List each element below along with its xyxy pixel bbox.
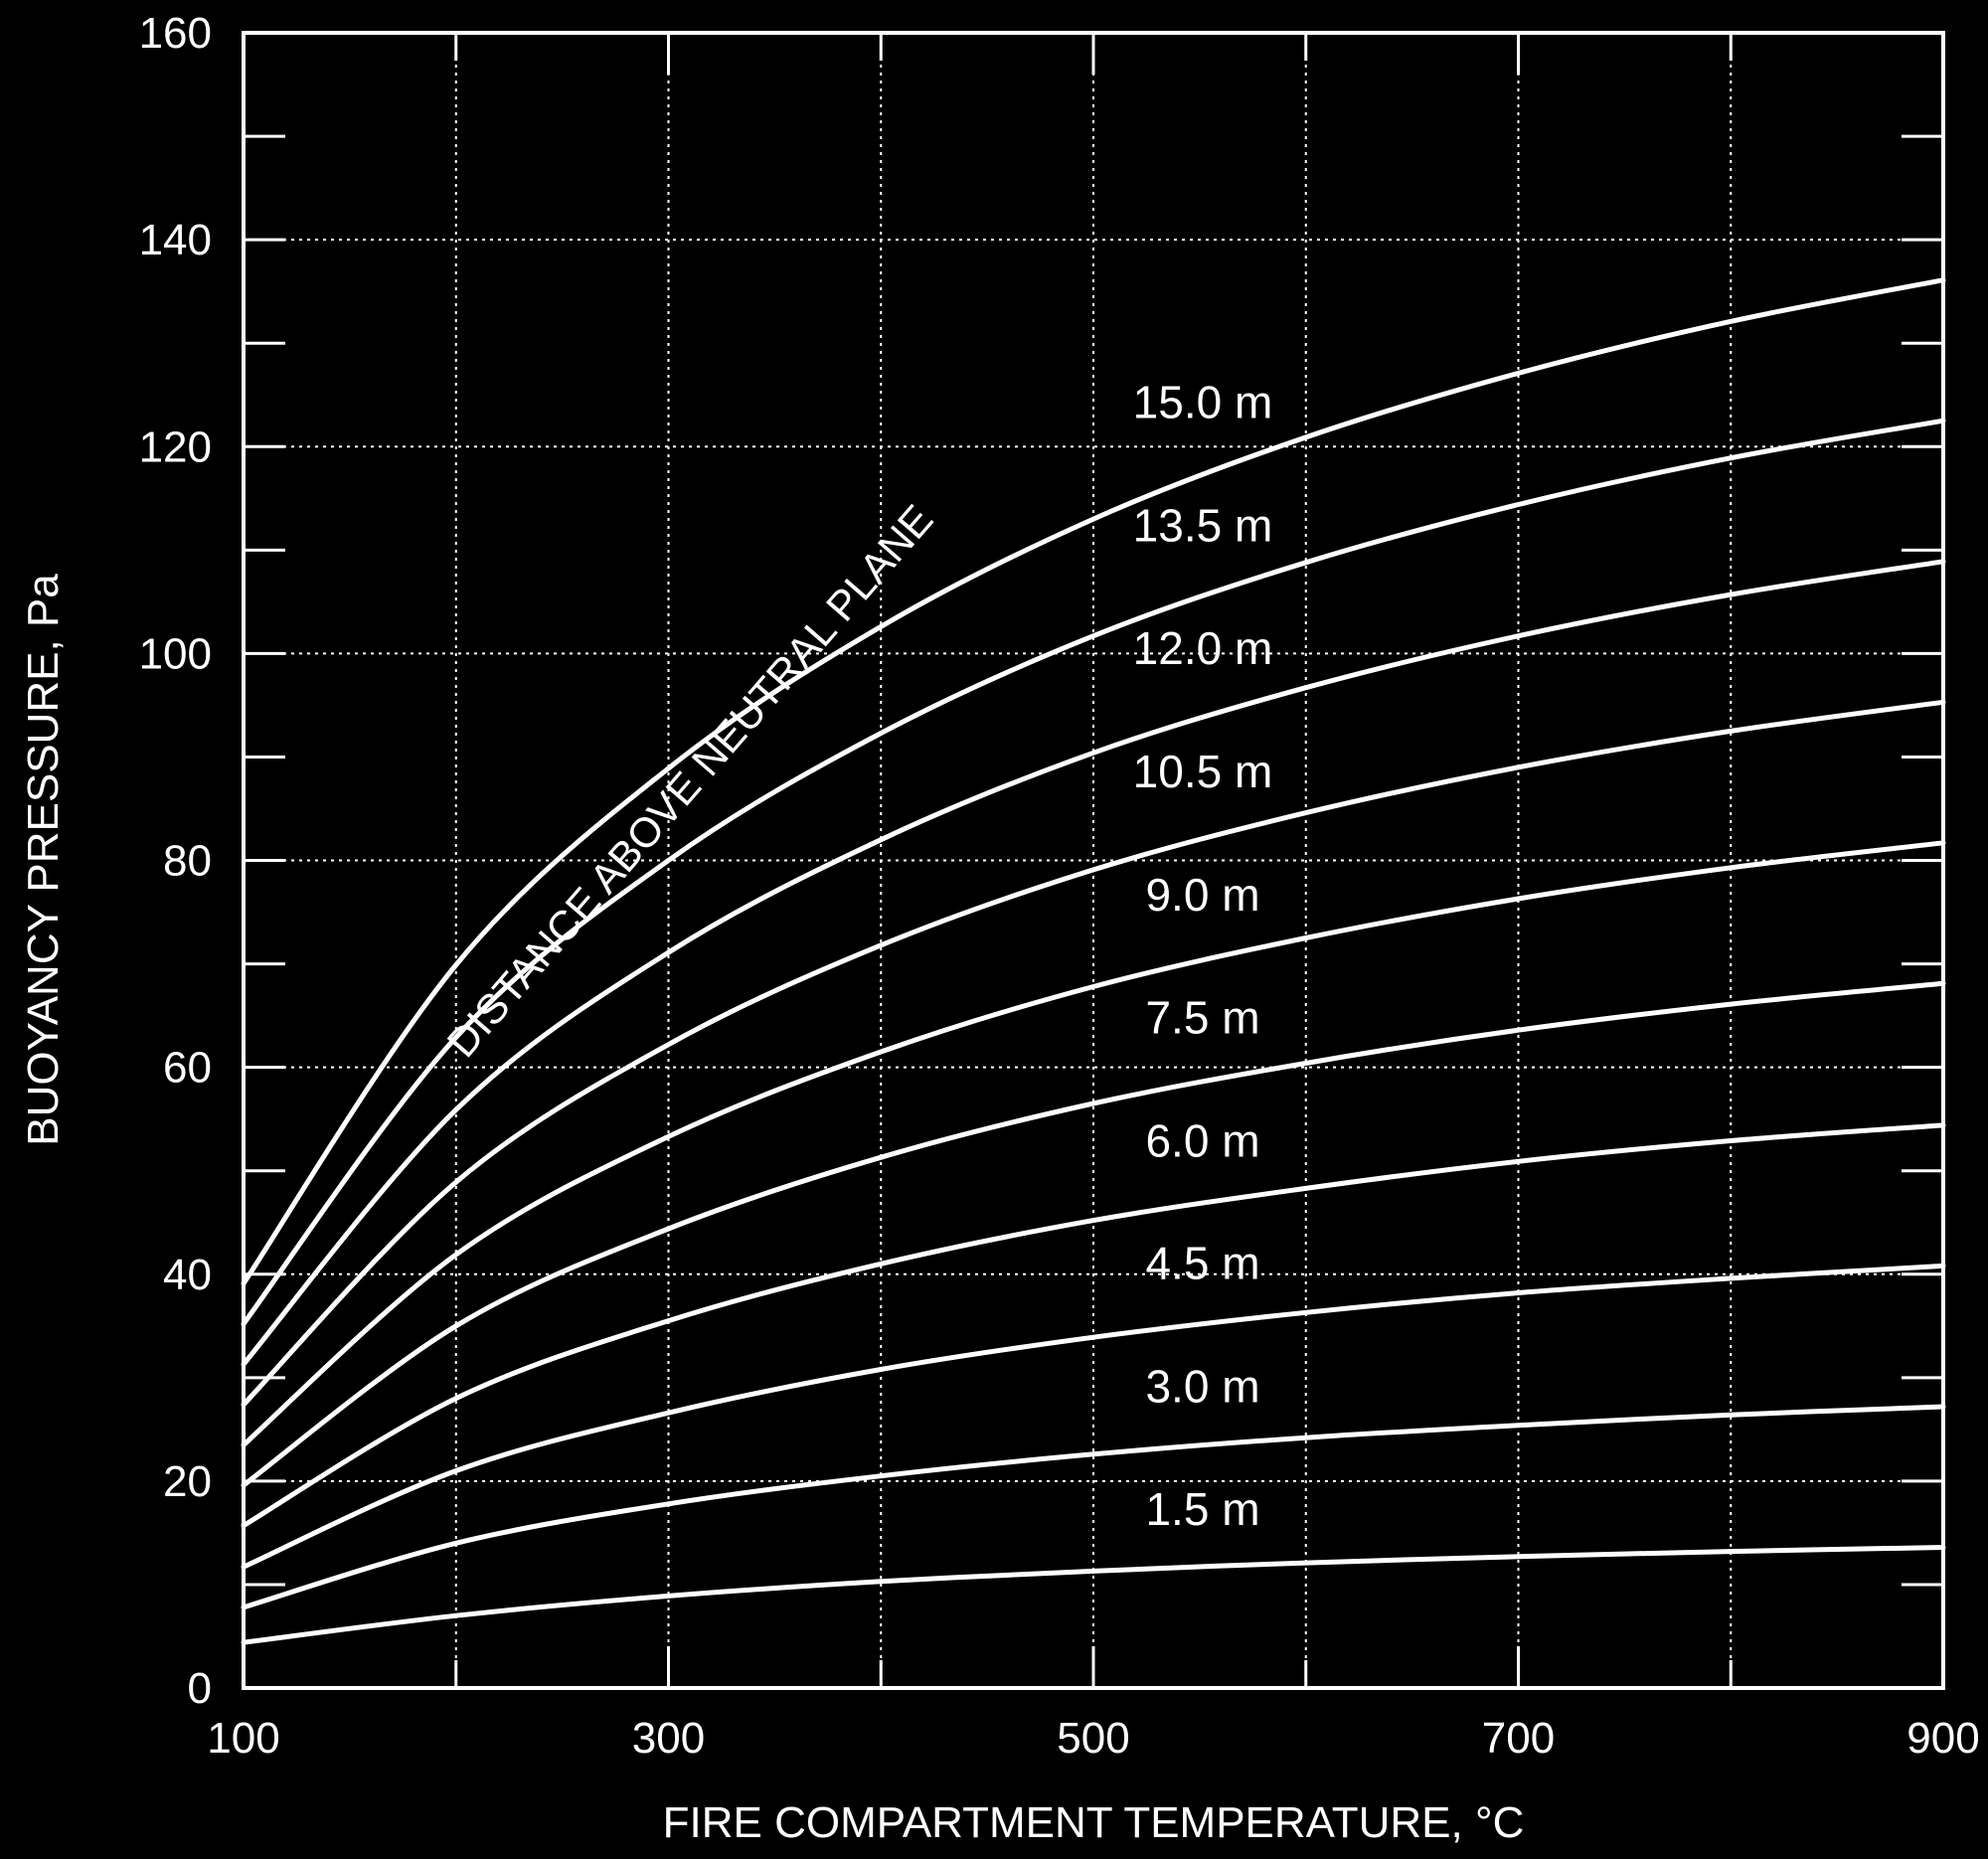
curve-labels: 1.5 m 3.0 m 4.5 m 6.0 m 7.5 m 9.0 m 10.5 m 12.0… [1133, 376, 1273, 1535]
curve-label-6-0m: 6.0 m [1145, 1114, 1259, 1166]
y-tick-label: 0 [188, 1664, 212, 1713]
y-tick-labels: 0 20 40 60 80 100 120 140 160 [139, 9, 212, 1713]
curve-label-9-0m: 9.0 m [1145, 869, 1259, 921]
y-tick-label: 80 [163, 837, 212, 886]
series-line-1-5m [241, 1545, 1946, 1645]
series-line-9-0m [241, 840, 1946, 1447]
y-tick-label: 60 [163, 1044, 212, 1093]
x-tick-label: 100 [207, 1714, 279, 1763]
series-line-10-5m [241, 699, 1946, 1408]
x-tick-labels: 100 300 500 700 900 [207, 1714, 1979, 1763]
y-tick-label: 120 [139, 422, 212, 471]
x-tick-label: 500 [1057, 1714, 1129, 1763]
curve-label-3-0m: 3.0 m [1145, 1360, 1259, 1412]
x-tick-label: 900 [1906, 1714, 1979, 1763]
x-tick-label: 300 [632, 1714, 705, 1763]
y-tick-label: 140 [139, 216, 212, 264]
series-lines [241, 277, 1946, 1645]
series-line-7-5m [241, 980, 1946, 1488]
curve-label-10-5m: 10.5 m [1133, 746, 1273, 797]
series-line-4-5m [241, 1263, 1946, 1570]
curve-label-12-0m: 12.0 m [1133, 622, 1273, 674]
curve-label-15-0m: 15.0 m [1133, 376, 1273, 427]
plot-frame [242, 31, 1945, 1690]
curve-label-13-5m: 13.5 m [1133, 499, 1273, 551]
series-line-12-0m [241, 559, 1946, 1367]
curve-label-7-5m: 7.5 m [1145, 992, 1259, 1044]
y-tick-label: 100 [139, 629, 212, 678]
y-tick-label: 20 [163, 1457, 212, 1506]
series-line-3-0m [241, 1404, 1946, 1610]
curve-label-4-5m: 4.5 m [1145, 1237, 1259, 1288]
series-line-6-0m [241, 1122, 1946, 1529]
series-line-15-0m [241, 277, 1946, 1286]
curve-label-1-5m: 1.5 m [1145, 1483, 1259, 1535]
y-axis-title: BUOYANCY PRESSURE, Pa [19, 574, 68, 1146]
gridlines [244, 33, 1943, 1688]
x-tick-label: 700 [1482, 1714, 1555, 1763]
y-tick-label: 40 [163, 1251, 212, 1299]
y-tick-label: 160 [139, 9, 212, 58]
series-line-13-5m [241, 418, 1946, 1327]
x-axis-title: FIRE COMPARTMENT TEMPERATURE, °C [663, 1798, 1525, 1847]
